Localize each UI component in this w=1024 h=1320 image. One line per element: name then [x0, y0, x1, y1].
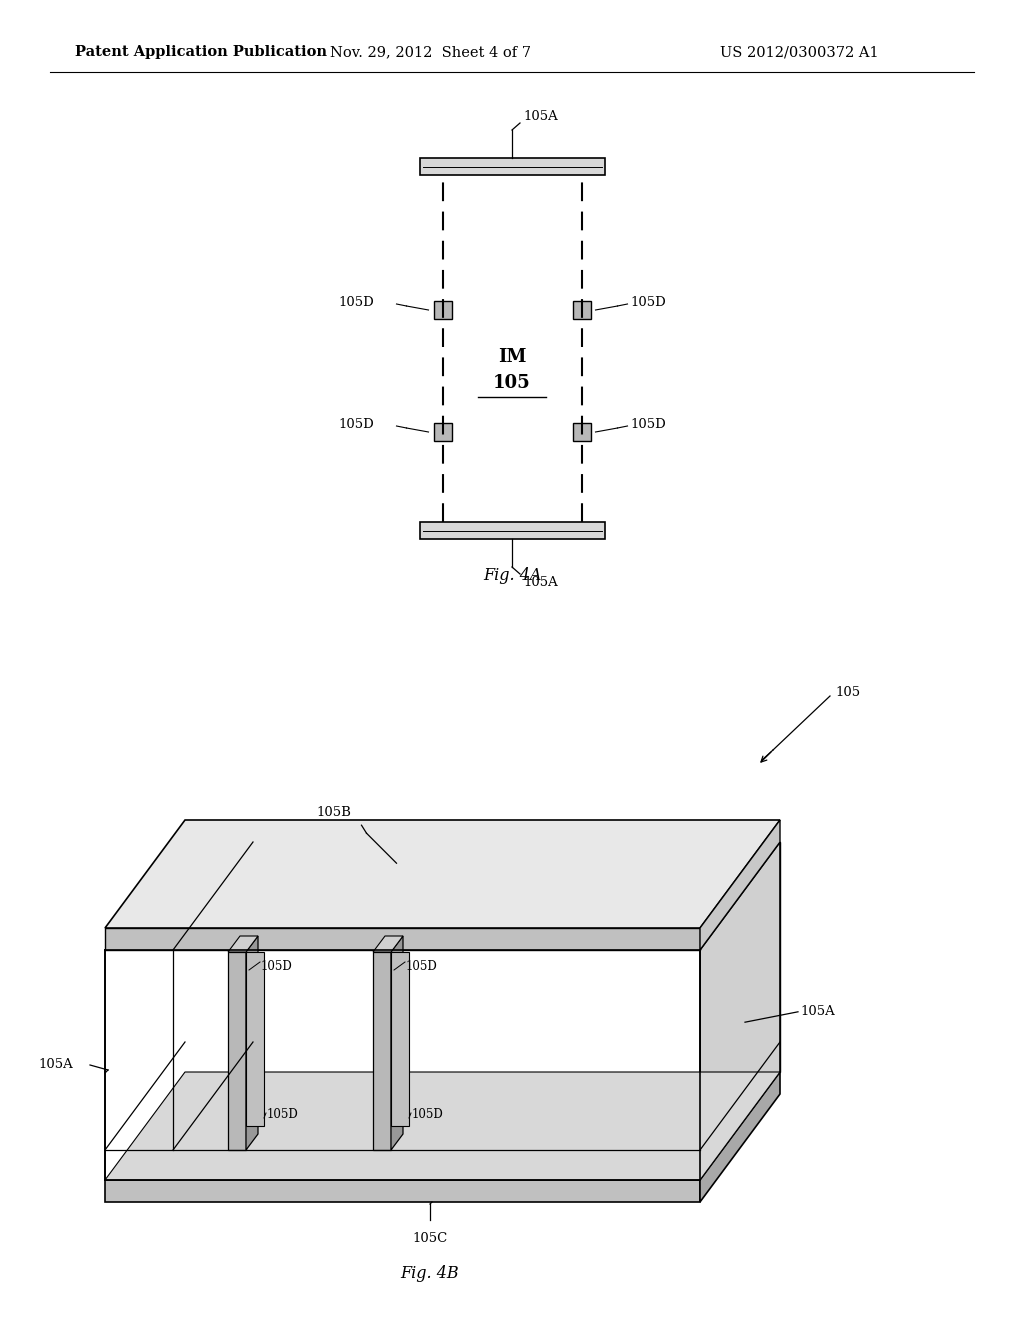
Polygon shape: [700, 1072, 780, 1203]
Text: Nov. 29, 2012  Sheet 4 of 7: Nov. 29, 2012 Sheet 4 of 7: [330, 45, 530, 59]
Text: 105B: 105B: [316, 807, 351, 820]
Text: IM: IM: [498, 348, 526, 366]
Polygon shape: [391, 936, 403, 1150]
Text: 105D: 105D: [412, 1107, 443, 1121]
Text: 105A: 105A: [523, 110, 558, 123]
Polygon shape: [228, 936, 258, 952]
Bar: [572, 422, 591, 441]
Text: 105: 105: [494, 374, 530, 392]
Polygon shape: [105, 950, 700, 1180]
Bar: [433, 422, 452, 441]
Polygon shape: [105, 928, 700, 950]
Text: 105C: 105C: [413, 1232, 447, 1245]
Polygon shape: [246, 952, 264, 1126]
Polygon shape: [105, 1072, 780, 1180]
Text: 105: 105: [835, 685, 860, 698]
Polygon shape: [373, 936, 403, 952]
Polygon shape: [700, 820, 780, 950]
Text: 105A: 105A: [800, 1006, 835, 1018]
Polygon shape: [228, 952, 246, 1150]
Text: Fig. 4B: Fig. 4B: [400, 1265, 460, 1282]
Bar: [420, 521, 604, 539]
Polygon shape: [373, 952, 391, 1150]
Text: Patent Application Publication: Patent Application Publication: [75, 45, 327, 59]
Polygon shape: [246, 936, 258, 1150]
Polygon shape: [105, 820, 780, 928]
Polygon shape: [700, 842, 780, 1180]
Bar: [420, 158, 604, 176]
Text: 105D: 105D: [261, 960, 293, 973]
Polygon shape: [391, 952, 409, 1126]
Text: 105D: 105D: [631, 297, 667, 309]
Bar: [572, 301, 591, 319]
Bar: [433, 301, 452, 319]
Text: Fig. 4A: Fig. 4A: [482, 566, 542, 583]
Text: 105A: 105A: [523, 576, 558, 589]
Text: 105D: 105D: [339, 297, 374, 309]
Text: 105D: 105D: [339, 418, 374, 432]
Text: US 2012/0300372 A1: US 2012/0300372 A1: [720, 45, 879, 59]
Text: 105A: 105A: [38, 1059, 73, 1072]
Text: 105D: 105D: [267, 1107, 299, 1121]
Polygon shape: [185, 842, 780, 1072]
Text: 105D: 105D: [406, 960, 437, 973]
Text: 105D: 105D: [631, 418, 667, 432]
Polygon shape: [105, 1180, 700, 1203]
